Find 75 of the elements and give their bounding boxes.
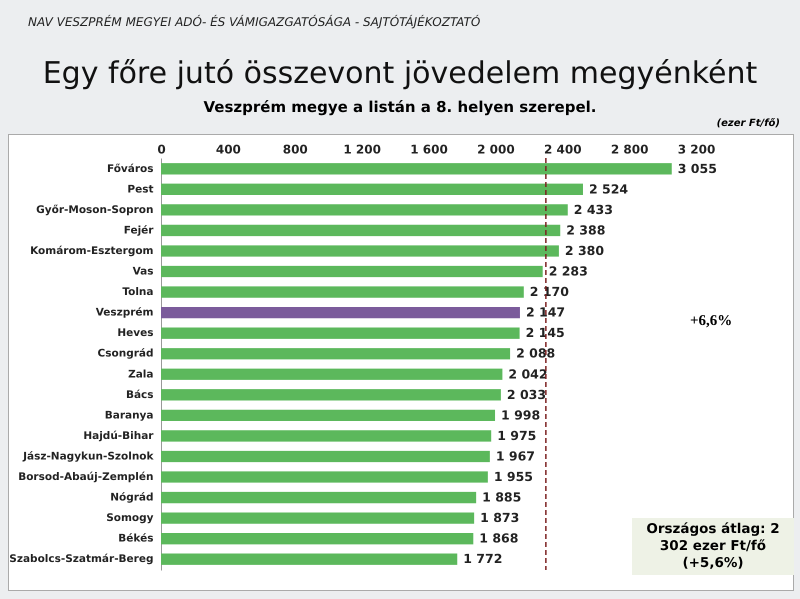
data-label: 2 170: [530, 284, 570, 300]
data-label: 2 147: [526, 304, 566, 320]
data-label: 2 433: [574, 202, 613, 217]
bar: [161, 410, 496, 422]
bar: [161, 245, 559, 257]
data-label: 1 998: [501, 407, 540, 422]
x-tick-label: 2 000: [477, 142, 515, 156]
chart-subtitle: Veszprém megye a listán a 8. helyen szerepel.: [202, 98, 598, 116]
data-label: 1 955: [494, 469, 534, 484]
bar: [161, 471, 488, 483]
data-label: 1 873: [480, 510, 520, 526]
x-tick-label: 0: [157, 142, 166, 156]
y-tick-label: Szabolcs-Szatmár-Bereg: [9, 553, 154, 566]
y-tick-label: Nógrád: [110, 492, 154, 504]
bar: [161, 306, 520, 318]
bar: [161, 266, 543, 278]
bar: [161, 328, 520, 339]
x-tick-label: 800: [282, 142, 308, 156]
bar: [161, 533, 474, 544]
x-tick-label: 1 200: [343, 142, 381, 156]
chart-title: Egy főre jutó összevont jövedelem megyénként: [42, 56, 758, 91]
bar: [161, 204, 568, 216]
data-label: 2 380: [564, 242, 604, 258]
x-tick-label: 2 800: [610, 142, 648, 156]
bar: [161, 450, 490, 462]
annotation: +6,6%: [690, 313, 732, 330]
data-label: 2 283: [548, 264, 588, 279]
y-tick-label: Jász-Nagykun-Szolnok: [22, 450, 155, 462]
bar: [161, 368, 502, 380]
bar: [161, 389, 501, 400]
y-tick-label: Hajdú-Bihar: [83, 430, 154, 442]
y-tick-label: Bács: [126, 388, 154, 401]
y-tick-label: Fejér: [124, 224, 154, 236]
data-label: 2 033: [506, 386, 546, 402]
y-tick-label: Zala: [128, 368, 154, 380]
y-tick-label: Főváros: [106, 162, 154, 175]
y-tick-label: Békés: [118, 532, 154, 545]
data-label: 2 388: [566, 222, 606, 238]
data-label: 1 975: [497, 428, 536, 443]
x-tick-label: 3 200: [678, 142, 716, 156]
bar: [161, 224, 560, 236]
bar: [161, 430, 492, 442]
y-tick-label: Borsod-Abaúj-Zemplén: [18, 471, 154, 484]
data-label: 2 524: [588, 181, 628, 196]
data-label: 3 055: [678, 160, 717, 176]
data-label: 1 868: [479, 530, 518, 546]
bar: [161, 492, 476, 504]
y-tick-label: Pest: [127, 183, 154, 196]
y-tick-label: Vas: [132, 266, 154, 278]
annotation: Országos átlag: 2 302 ezer Ft/fő (+5,6%): [632, 518, 794, 575]
y-tick-label: Győr-Moson-Sopron: [36, 204, 154, 216]
data-label: 1 885: [482, 490, 522, 505]
y-tick-label: Veszprém: [96, 306, 154, 319]
y-tick-label: Tolna: [122, 286, 154, 298]
x-axis-title: (ezer Ft/fő): [716, 118, 780, 129]
bar: [161, 512, 474, 524]
bar: [161, 184, 583, 195]
bar: [161, 348, 510, 360]
data-label: 2 145: [526, 325, 565, 340]
text: NAV VESZPRÉM MEGYEI ADÓ- ÉS VÁMIGAZGATÓSÁGA - SAJTÓTÁJÉKOZTATÓ: [28, 15, 480, 29]
y-tick-label: Baranya: [104, 409, 154, 422]
bar: [161, 554, 458, 565]
y-tick-label: Csongrád: [98, 348, 154, 360]
bar: [161, 163, 672, 174]
x-tick-label: 1 600: [410, 142, 448, 156]
y-tick-label: Somogy: [106, 512, 154, 524]
x-tick-label: 2 400: [544, 142, 582, 156]
data-label: 2 088: [516, 346, 556, 361]
bar: [161, 286, 524, 298]
data-label: 1 772: [463, 551, 502, 566]
data-label: 2 042: [508, 366, 548, 382]
y-tick-label: Komárom-Esztergom: [30, 244, 154, 257]
data-label: 1 967: [496, 448, 536, 464]
y-tick-label: Heves: [117, 327, 154, 340]
x-tick-label: 400: [216, 142, 241, 156]
